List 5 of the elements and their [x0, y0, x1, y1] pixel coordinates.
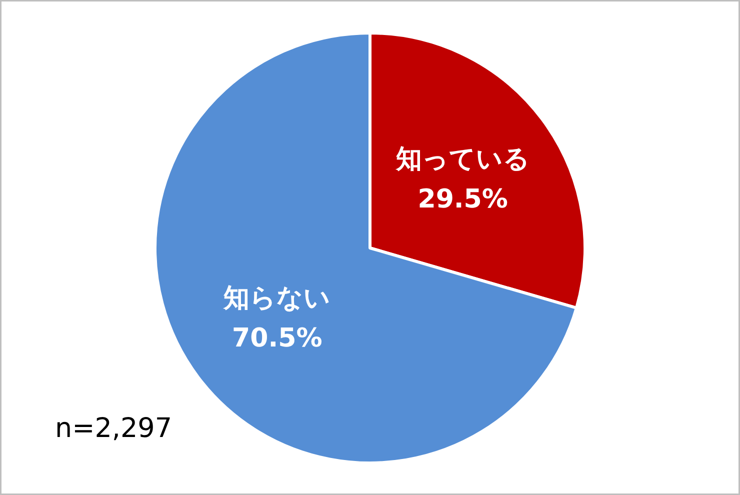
slice-label: 知らない	[222, 284, 331, 314]
data-label: 70.5%	[232, 324, 322, 354]
text: n=2,297	[55, 413, 172, 444]
slice-label: 知っている	[394, 144, 530, 174]
data-label: 29.5%	[418, 184, 508, 214]
